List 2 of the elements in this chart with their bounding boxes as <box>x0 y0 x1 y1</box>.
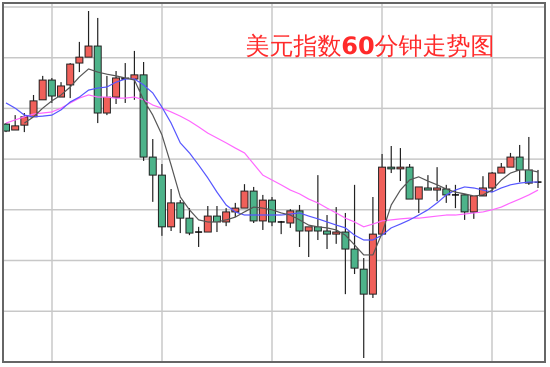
candlestick <box>66 62 74 99</box>
text: 美元指数60分钟走势图 <box>245 32 495 60</box>
